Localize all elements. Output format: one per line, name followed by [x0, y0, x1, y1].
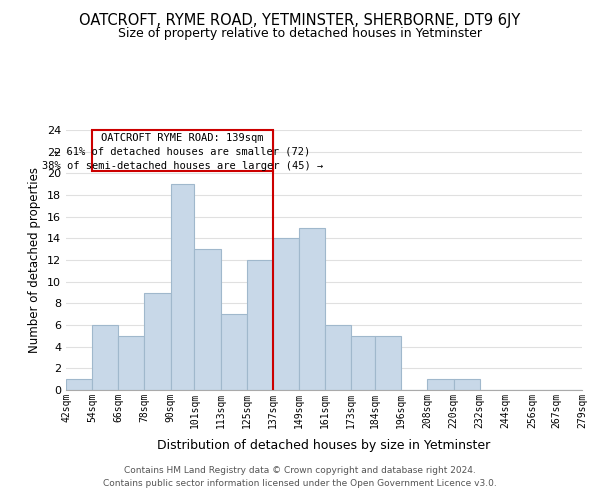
- Bar: [454, 379, 479, 390]
- Bar: [145, 292, 170, 390]
- Bar: [221, 314, 247, 390]
- Bar: [170, 184, 194, 390]
- X-axis label: Distribution of detached houses by size in Yetminster: Distribution of detached houses by size …: [157, 439, 491, 452]
- Bar: [92, 325, 118, 390]
- Bar: [325, 325, 351, 390]
- Bar: [351, 336, 375, 390]
- Y-axis label: Number of detached properties: Number of detached properties: [28, 167, 41, 353]
- Bar: [299, 228, 325, 390]
- Bar: [427, 379, 454, 390]
- Bar: [66, 379, 92, 390]
- Bar: [375, 336, 401, 390]
- Text: OATCROFT, RYME ROAD, YETMINSTER, SHERBORNE, DT9 6JY: OATCROFT, RYME ROAD, YETMINSTER, SHERBOR…: [79, 12, 521, 28]
- Text: OATCROFT RYME ROAD: 139sqm
← 61% of detached houses are smaller (72)
38% of semi: OATCROFT RYME ROAD: 139sqm ← 61% of deta…: [42, 132, 323, 170]
- Bar: [118, 336, 145, 390]
- Text: Size of property relative to detached houses in Yetminster: Size of property relative to detached ho…: [118, 28, 482, 40]
- Bar: [194, 249, 221, 390]
- Bar: [247, 260, 273, 390]
- Text: Contains HM Land Registry data © Crown copyright and database right 2024.
Contai: Contains HM Land Registry data © Crown c…: [103, 466, 497, 487]
- Bar: [273, 238, 299, 390]
- FancyBboxPatch shape: [92, 130, 273, 171]
